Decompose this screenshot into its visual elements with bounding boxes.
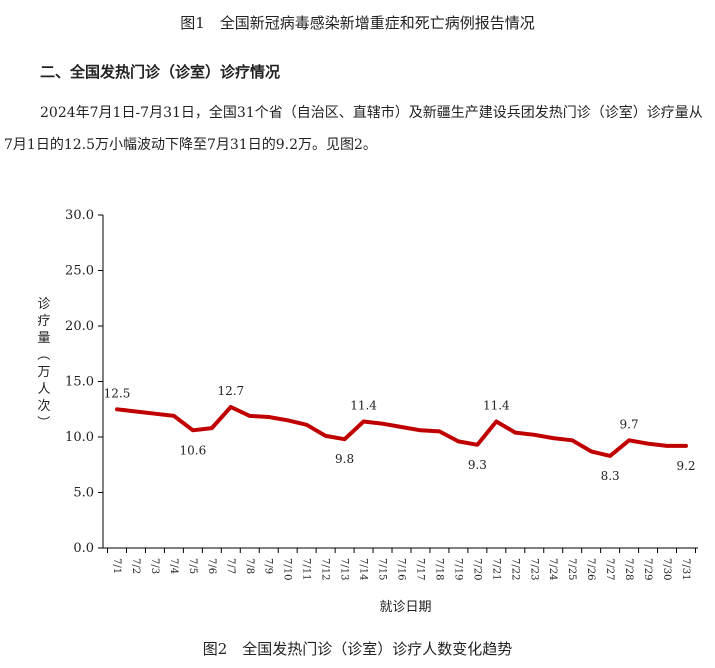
data-labels: 12.5 10.6 12.7 9.8 11.4 9.3 11.4 8.3 9.7 9.2: [104, 384, 696, 483]
data-point: [475, 443, 479, 447]
y-tick-label: 20.0: [65, 319, 94, 334]
data-point: [400, 425, 403, 429]
x-tick-label: 7/1: [111, 558, 122, 574]
data-point: [627, 438, 631, 442]
x-axis-label: 就诊日期: [379, 600, 431, 615]
data-label: 9.2: [676, 459, 695, 473]
data-point: [343, 437, 347, 441]
x-tick-label: 7/9: [263, 558, 274, 574]
data-point: [115, 407, 119, 411]
data-point: [267, 415, 271, 419]
data-point: [362, 419, 366, 423]
data-point: [324, 434, 328, 438]
figure-1-caption: 图1 全国新冠病毒感染新增重症和死亡病例报告情况: [180, 14, 535, 32]
data-label: 11.4: [483, 398, 510, 412]
y-axis-label-char: 次: [37, 398, 50, 414]
y-axis-label-char: （: [35, 347, 50, 360]
x-tick-label: 7/20: [471, 558, 482, 580]
x-axis: 7/1 7/2 7/3 7/4 7/5 7/6 7/7 7/8 7/9 7/10 7/11 7/12 7…: [103, 547, 698, 580]
x-tick-label: 7/17: [414, 558, 425, 580]
x-tick-label: 7/7: [225, 558, 236, 574]
x-tick-label: 7/2: [130, 558, 141, 574]
x-tick-label: 7/8: [244, 558, 255, 574]
x-tick-label: 7/25: [566, 558, 577, 580]
x-tick-label: 7/23: [528, 558, 539, 580]
summary-paragraph: 2024年7月1日-7月31日，全国31个省（自治区、直辖市）及新疆生产建设兵团…: [4, 105, 703, 153]
data-point: [437, 429, 441, 433]
x-tick-label: 7/14: [358, 558, 369, 580]
data-point: [381, 422, 385, 426]
data-point: [551, 436, 555, 440]
x-tick-label: 7/16: [396, 558, 407, 580]
y-axis-label-char: 人: [37, 382, 50, 397]
data-point: [305, 423, 309, 427]
x-tick-label: 7/4: [168, 558, 179, 574]
data-point: [134, 409, 138, 413]
data-point: [589, 449, 593, 453]
x-tick-label: 7/21: [490, 558, 501, 580]
x-tick-label: 7/11: [301, 558, 312, 580]
x-tick-label: 7/13: [339, 558, 350, 580]
x-tick-label: 7/10: [282, 558, 293, 580]
data-label: 12.7: [217, 384, 244, 398]
x-tick-label: 7/3: [149, 558, 160, 574]
x-tick-label: 7/24: [547, 558, 558, 580]
data-point: [532, 433, 536, 437]
data-label: 9.8: [335, 452, 354, 466]
x-tick-label: 7/29: [642, 558, 653, 580]
y-tick-label: 15.0: [65, 375, 94, 390]
x-tick-label: 7/31: [680, 558, 691, 580]
x-tick-label: 7/15: [377, 558, 388, 580]
data-point: [665, 444, 669, 448]
data-label: 8.3: [601, 469, 620, 483]
x-tick-label: 7/19: [452, 558, 463, 580]
data-point: [513, 431, 517, 435]
y-axis-label-char: 疗: [37, 314, 50, 329]
y-tick-label: 30.0: [65, 208, 94, 223]
y-axis-label-char: ）: [35, 415, 50, 428]
data-point: [494, 419, 498, 423]
x-tick-label: 7/30: [661, 558, 672, 580]
x-tick-label: 7/28: [623, 558, 634, 580]
x-tick-label: 7/5: [187, 558, 198, 574]
data-point: [153, 412, 157, 416]
data-point: [608, 454, 612, 458]
data-label: 12.5: [104, 386, 131, 400]
data-label: 11.4: [350, 398, 377, 412]
y-axis-label-char: 量: [37, 331, 50, 346]
data-point: [646, 442, 650, 446]
y-axis-label-char: 诊: [37, 297, 50, 312]
data-label: 9.3: [468, 458, 487, 472]
data-point: [191, 428, 195, 432]
x-tick-label: 7/27: [604, 558, 615, 580]
series: [115, 405, 688, 458]
y-axis-label: 诊疗量（ 万人次）: [35, 297, 51, 429]
data-point: [172, 414, 176, 418]
data-point: [570, 438, 574, 442]
data-point: [229, 405, 233, 409]
data-label: 9.7: [620, 417, 639, 431]
figure-2-caption: 图2 全国发热门诊（诊室）诊疗人数变化趋势: [202, 640, 513, 658]
data-label: 10.6: [180, 443, 207, 457]
data-point: [456, 439, 460, 443]
line-chart: 0.05.010.015.020.025.030.0 7/1 7/2 7/3 7/4 7…: [35, 208, 698, 615]
x-tick-label: 7/26: [585, 558, 596, 580]
x-tick-label: 7/22: [509, 558, 520, 580]
data-point: [210, 426, 214, 430]
y-tick-label: 10.0: [65, 430, 94, 445]
data-point: [286, 418, 290, 422]
y-axis: 0.0 5.0 10.0 15.0 20.0 25.0 30.0: [65, 208, 104, 556]
data-point: [418, 428, 422, 432]
y-tick-label: 0.0: [73, 541, 94, 556]
x-tick-label: 7/18: [433, 558, 444, 580]
y-tick-label: 25.0: [65, 264, 94, 279]
data-point: [248, 414, 252, 418]
y-axis-label-char: 万: [37, 365, 50, 380]
x-tick-label: 7/6: [206, 558, 217, 574]
x-tick-label: 7/12: [320, 558, 331, 580]
section-heading: 二、全国发热门诊（诊室）诊疗情况: [40, 63, 281, 81]
data-point: [684, 444, 688, 448]
y-tick-label: 5.0: [73, 486, 94, 501]
